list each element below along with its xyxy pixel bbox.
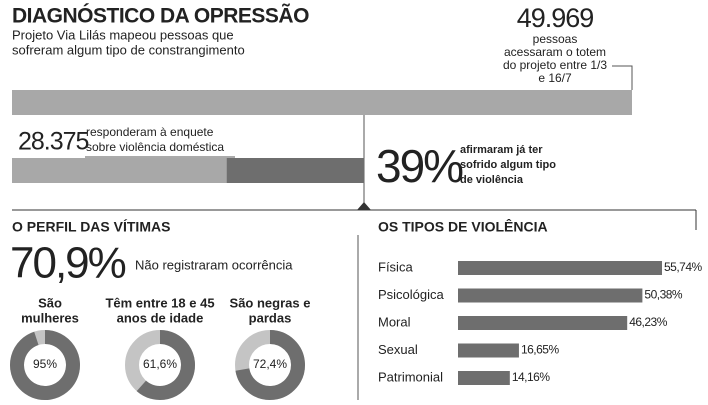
value-label: 16,65%	[521, 343, 560, 357]
bar	[458, 261, 663, 275]
share-text: sofrido algum tipo	[460, 159, 556, 171]
title: DIAGNÓSTICO DA OPRESSÃO	[12, 4, 309, 28]
bar	[458, 343, 519, 358]
value-label: 55,74%	[664, 260, 703, 274]
donut-label: mulheres	[21, 310, 79, 325]
category-label: Física	[378, 259, 413, 274]
respondents-text: responderam à enquete	[86, 125, 214, 139]
value-label: 50,38%	[644, 288, 683, 302]
donut-label: São negras e	[230, 295, 311, 310]
donut-label: anos de idade	[117, 310, 204, 325]
donut-value: 72,4%	[253, 357, 287, 371]
highlight-number: 70,9%	[10, 239, 126, 288]
subtitle: sofreram algum tipo de constrangimento	[12, 42, 245, 57]
donut-arc	[235, 330, 305, 400]
share-text: afirmaram já ter	[460, 144, 543, 156]
total-text: pessoas	[533, 32, 578, 46]
donut-arc	[136, 330, 195, 400]
section-title: OS TIPOS DE VIOLÊNCIA	[378, 218, 548, 235]
bracket	[612, 65, 633, 90]
donut-label: São	[38, 295, 62, 310]
donut-arc	[10, 330, 80, 400]
donut-label: Têm entre 18 e 45	[105, 295, 214, 310]
section-title: O PERFIL DAS VÍTIMAS	[12, 219, 170, 235]
respondents-number: 28.375	[18, 128, 89, 156]
total-text: do projeto entre 1/3	[503, 58, 607, 72]
value-label: 14,16%	[512, 370, 551, 384]
bar	[458, 288, 643, 303]
value-label: 46,23%	[629, 315, 668, 329]
donut-label: pardas	[249, 310, 292, 325]
total-text: e 16/7	[538, 71, 572, 85]
share-bar	[226, 158, 365, 183]
pointer	[357, 202, 371, 210]
share-text: de violência	[460, 174, 524, 186]
highlight-text: Não registraram ocorrência	[135, 257, 293, 272]
share-number: 39%	[376, 140, 463, 192]
total-number: 49.969	[517, 3, 594, 33]
bar	[458, 371, 510, 385]
donut-value: 95%	[33, 357, 57, 371]
category-label: Moral	[378, 314, 411, 329]
subtitle: Projeto Via Lilás mapeou pessoas que	[12, 27, 234, 42]
category-label: Sexual	[378, 342, 418, 357]
total-bar	[12, 90, 632, 115]
category-label: Patrimonial	[378, 369, 443, 384]
total-text: acessaram o totem	[504, 45, 606, 59]
bar	[458, 316, 628, 330]
category-label: Psicológica	[378, 287, 445, 302]
donut-value: 61,6%	[143, 357, 177, 371]
respondents-text: sobre violência doméstica	[86, 140, 224, 154]
